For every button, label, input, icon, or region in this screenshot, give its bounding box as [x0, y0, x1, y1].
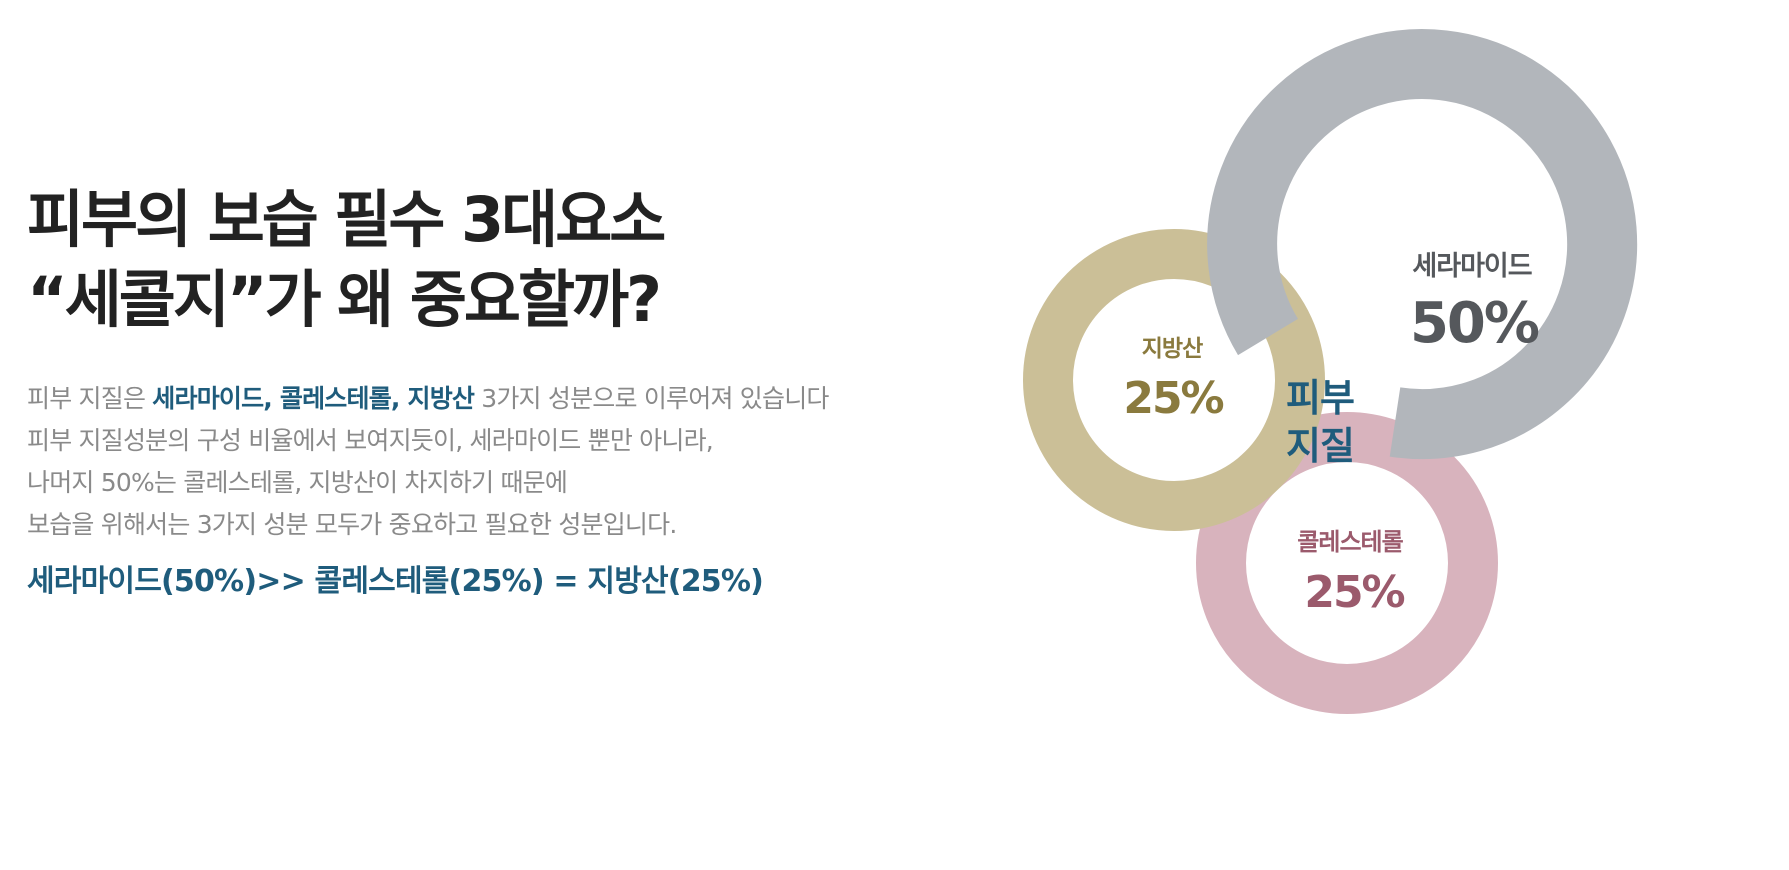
ceramide-percent: 50% [1410, 291, 1539, 356]
description-line-3: 나머지 50%는 콜레스테롤, 지방산이 차지하기 때문에 [27, 468, 568, 497]
page-title: 피부의 보습 필수 3대요소 “세콜지”가 왜 중요할까? [27, 180, 987, 340]
description-line-2: 피부 지질성분의 구성 비율에서 보여지듯이, 세라마이드 뿐만 아니라, [27, 426, 714, 455]
center-label-line-1: 피부 [1286, 376, 1354, 420]
cholesterol-label: 콜레스테롤 [1297, 528, 1403, 556]
description-line-1: 피부 지질은 세라마이드, 콜레스테롤, 지방산 3가지 성분으로 이루어져 있… [27, 378, 987, 420]
intro-text-block: 피부의 보습 필수 3대요소 “세콜지”가 왜 중요할까? 피부 지질은 세라마… [27, 180, 987, 600]
description: 피부 지질은 세라마이드, 콜레스테롤, 지방산 3가지 성분으로 이루어져 있… [27, 378, 987, 546]
fatty-acid-label: 지방산 [1142, 336, 1203, 362]
fatty-acid-ring [1023, 229, 1325, 531]
cholesterol-ring [1196, 412, 1498, 714]
title-line-1: 피부의 보습 필수 3대요소 [27, 183, 666, 256]
description-line-4: 보습을 위해서는 3가지 성분 모두가 중요하고 필요한 성분입니다. [27, 510, 677, 539]
description-line-1-prefix: 피부 지질은 [27, 384, 153, 413]
cholesterol-percent: 25% [1304, 567, 1404, 618]
title-line-2: “세콜지”가 왜 중요할까? [27, 263, 662, 336]
center-label-line-2: 지질 [1286, 424, 1354, 468]
fatty-acid-percent: 25% [1123, 373, 1223, 424]
ratio-summary: 세라마이드(50%)>> 콜레스테롤(25%) = 지방산(25%) [27, 564, 764, 599]
description-line-1-suffix: 3가지 성분으로 이루어져 있습니다 [474, 384, 829, 413]
ceramide-label: 세라마이드 [1412, 251, 1531, 282]
description-highlight: 세라마이드, 콜레스테롤, 지방산 [152, 384, 475, 413]
ceramide-ring [1207, 29, 1638, 459]
